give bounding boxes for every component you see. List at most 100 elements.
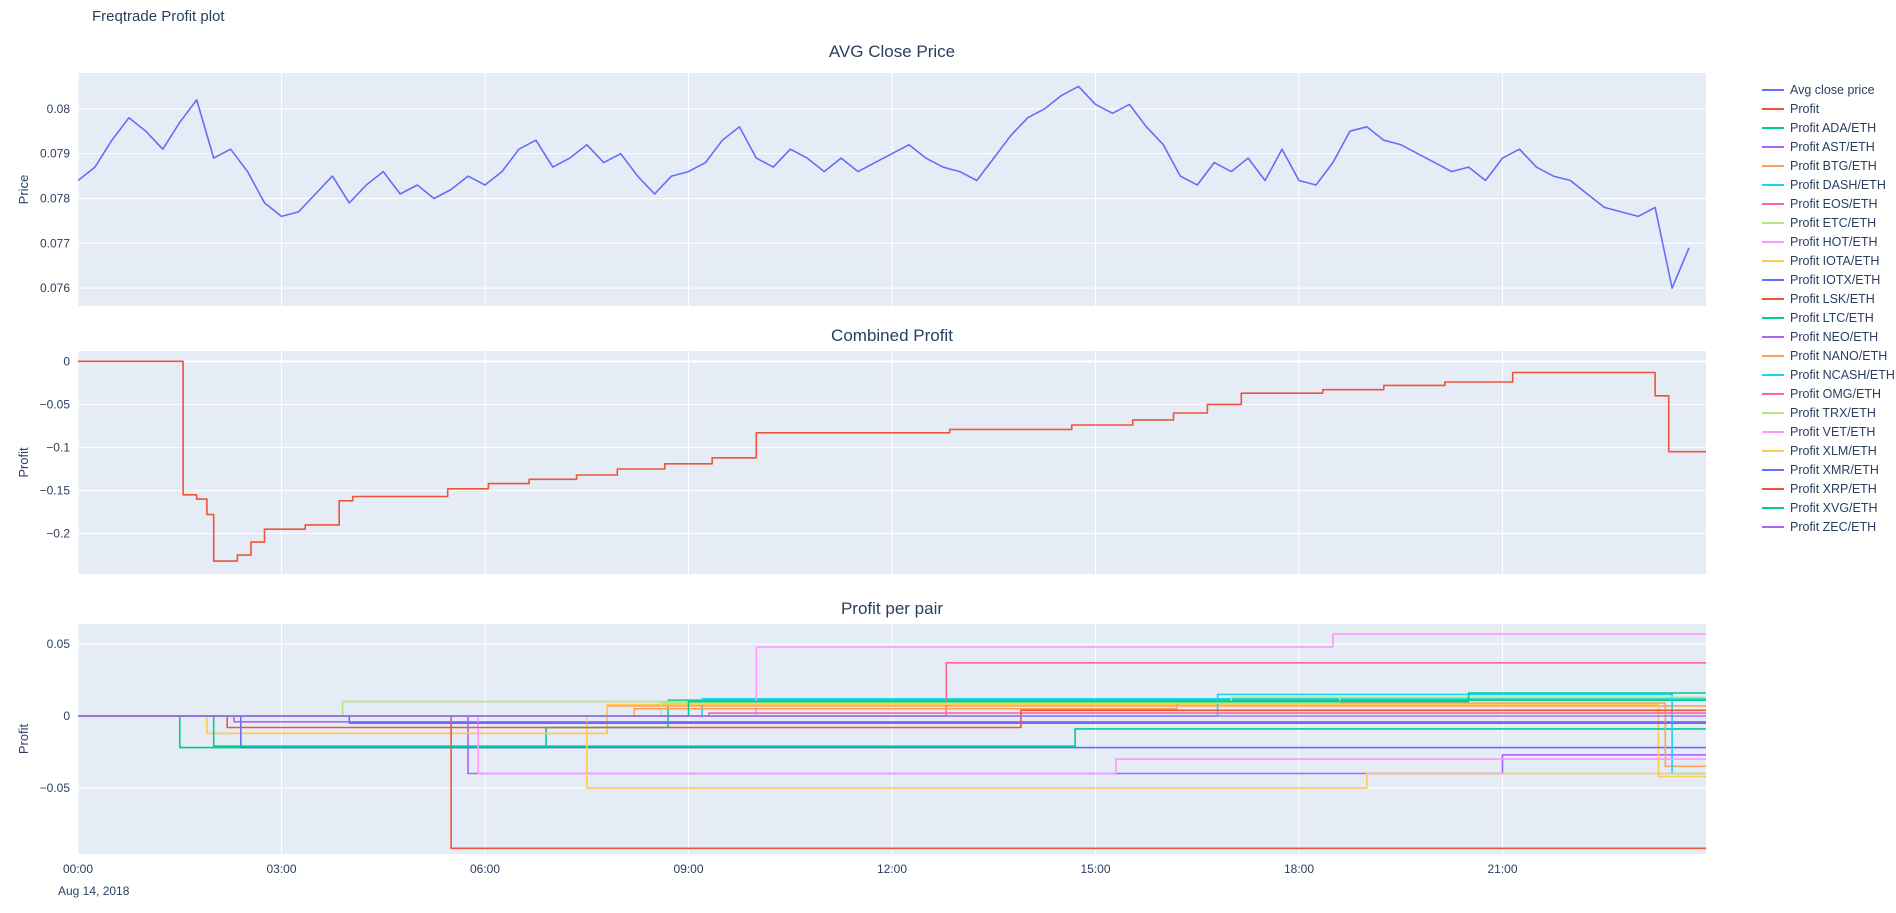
- legend-item-profit-trx-eth[interactable]: Profit TRX/ETH: [1762, 403, 1895, 422]
- legend-item-profit-ada-eth[interactable]: Profit ADA/ETH: [1762, 118, 1895, 137]
- legend-item-label: Profit LSK/ETH: [1790, 291, 1875, 306]
- legend-item-profit-eos-eth[interactable]: Profit EOS/ETH: [1762, 194, 1895, 213]
- legend-item-profit-nano-eth[interactable]: Profit NANO/ETH: [1762, 346, 1895, 365]
- avg-close-price-chart[interactable]: 0.076 0.077 0.078 0.079 0.08 Price: [0, 67, 1760, 313]
- y-axis-title: Profit: [16, 447, 31, 478]
- legend-line-swatch: [1762, 487, 1784, 490]
- legend-line-swatch: [1762, 373, 1784, 376]
- legend: Avg close price Profit Profit ADA/ETH Profi…: [1762, 80, 1895, 536]
- legend-line-swatch: [1762, 145, 1784, 148]
- x-tick-label: 21:00: [1487, 862, 1517, 876]
- y-tick-label: −0.1: [46, 440, 70, 454]
- legend-item-label: Profit IOTX/ETH: [1790, 272, 1881, 287]
- legend-item-label: Profit AST/ETH: [1790, 139, 1875, 154]
- legend-line-swatch: [1762, 506, 1784, 509]
- series-avg-close-price[interactable]: [78, 85, 1690, 289]
- y-axis-title: Price: [16, 175, 31, 205]
- legend-item-profit-xlm-eth[interactable]: Profit XLM/ETH: [1762, 441, 1895, 460]
- y-tick-label: −0.05: [40, 397, 71, 411]
- legend-item-label: Profit XVG/ETH: [1790, 500, 1878, 515]
- legend-item-profit-etc-eth[interactable]: Profit ETC/ETH: [1762, 213, 1895, 232]
- legend-item-profit-dash-eth[interactable]: Profit DASH/ETH: [1762, 175, 1895, 194]
- legend-line-swatch: [1762, 88, 1784, 91]
- legend-item-label: Profit ETC/ETH: [1790, 215, 1877, 230]
- chart-title-combined-profit: Combined Profit: [831, 326, 953, 345]
- legend-item-label: Profit: [1790, 101, 1820, 116]
- x-tick-label: 06:00: [470, 862, 500, 876]
- legend-line-swatch: [1762, 183, 1784, 186]
- y-tick-label: 0.05: [47, 637, 71, 651]
- legend-line-swatch: [1762, 240, 1784, 243]
- legend-item-profit-ncash-eth[interactable]: Profit NCASH/ETH: [1762, 365, 1895, 384]
- legend-line-swatch: [1762, 202, 1784, 205]
- legend-item-avg-close-price[interactable]: Avg close price: [1762, 80, 1895, 99]
- page-title: Freqtrade Profit plot: [92, 8, 225, 25]
- legend-item-label: Profit ZEC/ETH: [1790, 519, 1877, 534]
- legend-line-swatch: [1762, 164, 1784, 167]
- legend-item-profit-xvg-eth[interactable]: Profit XVG/ETH: [1762, 498, 1895, 517]
- legend-item-profit-xrp-eth[interactable]: Profit XRP/ETH: [1762, 479, 1895, 498]
- profit-per-pair-chart[interactable]: 0.05 0 −0.05 00:00 03:00 06:00 09:00 12:00 15:00…: [0, 618, 1760, 890]
- legend-line-swatch: [1762, 468, 1784, 471]
- legend-item-profit-xmr-eth[interactable]: Profit XMR/ETH: [1762, 460, 1895, 479]
- x-tick-label: 09:00: [673, 862, 703, 876]
- legend-item-profit-ast-eth[interactable]: Profit AST/ETH: [1762, 137, 1895, 156]
- legend-line-swatch: [1762, 221, 1784, 224]
- legend-item-label: Profit OMG/ETH: [1790, 386, 1881, 401]
- legend-item-label: Profit DASH/ETH: [1790, 177, 1886, 192]
- legend-item-profit-ltc-eth[interactable]: Profit LTC/ETH: [1762, 308, 1895, 327]
- y-tick-label: 0.079: [40, 147, 70, 161]
- legend-item-profit-zec-eth[interactable]: Profit ZEC/ETH: [1762, 517, 1895, 536]
- y-tick-label: 0.076: [40, 281, 70, 295]
- legend-item-profit-iotx-eth[interactable]: Profit IOTX/ETH: [1762, 270, 1895, 289]
- legend-item-label: Profit NEO/ETH: [1790, 329, 1879, 344]
- legend-item-label: Profit NANO/ETH: [1790, 348, 1888, 363]
- legend-item-label: Profit XRP/ETH: [1790, 481, 1877, 496]
- y-tick-label: 0: [63, 709, 70, 723]
- legend-item-label: Profit IOTA/ETH: [1790, 253, 1880, 268]
- legend-item-label: Profit XMR/ETH: [1790, 462, 1879, 477]
- legend-item-label: Profit ADA/ETH: [1790, 120, 1877, 135]
- legend-item-label: Profit LTC/ETH: [1790, 310, 1874, 325]
- combined-profit-chart[interactable]: 0 −0.05 −0.1 −0.15 −0.2 Profit: [0, 345, 1760, 581]
- x-tick-label: 12:00: [877, 862, 907, 876]
- y-tick-label: 0: [63, 354, 70, 368]
- x-tick-label: 18:00: [1284, 862, 1314, 876]
- legend-line-swatch: [1762, 107, 1784, 110]
- legend-item-profit-lsk-eth[interactable]: Profit LSK/ETH: [1762, 289, 1895, 308]
- legend-item-label: Avg close price: [1790, 82, 1875, 97]
- legend-line-swatch: [1762, 525, 1784, 528]
- legend-line-swatch: [1762, 278, 1784, 281]
- legend-item-label: Profit XLM/ETH: [1790, 443, 1877, 458]
- series-profit[interactable]: [78, 360, 1706, 562]
- y-axis-title: Profit: [16, 723, 31, 754]
- legend-item-label: Profit VET/ETH: [1790, 424, 1876, 439]
- chart-title-avg-close-price: AVG Close Price: [828, 42, 956, 61]
- legend-item-profit-omg-eth[interactable]: Profit OMG/ETH: [1762, 384, 1895, 403]
- legend-line-swatch: [1762, 316, 1784, 319]
- series-profit-iota-eth[interactable]: [78, 703, 1706, 778]
- legend-line-swatch: [1762, 259, 1784, 262]
- legend-item-profit[interactable]: Profit: [1762, 99, 1895, 118]
- legend-item-label: Profit EOS/ETH: [1790, 196, 1878, 211]
- legend-line-swatch: [1762, 126, 1784, 129]
- legend-item-label: Profit HOT/ETH: [1790, 234, 1878, 249]
- y-tick-label: −0.15: [40, 484, 71, 498]
- legend-line-swatch: [1762, 297, 1784, 300]
- legend-item-profit-hot-eth[interactable]: Profit HOT/ETH: [1762, 232, 1895, 251]
- y-tick-label: 0.078: [40, 192, 70, 206]
- x-tick-label: 03:00: [266, 862, 296, 876]
- series-profit-nano-eth[interactable]: [78, 702, 1706, 768]
- legend-line-swatch: [1762, 411, 1784, 414]
- legend-item-label: Profit TRX/ETH: [1790, 405, 1876, 420]
- y-tick-label: 0.077: [40, 236, 70, 250]
- x-tick-label: 00:00: [63, 862, 93, 876]
- legend-line-swatch: [1762, 335, 1784, 338]
- legend-line-swatch: [1762, 392, 1784, 395]
- y-tick-label: −0.2: [46, 527, 70, 541]
- legend-item-profit-btg-eth[interactable]: Profit BTG/ETH: [1762, 156, 1895, 175]
- legend-item-profit-iota-eth[interactable]: Profit IOTA/ETH: [1762, 251, 1895, 270]
- legend-item-profit-vet-eth[interactable]: Profit VET/ETH: [1762, 422, 1895, 441]
- legend-item-label: Profit BTG/ETH: [1790, 158, 1877, 173]
- legend-item-profit-neo-eth[interactable]: Profit NEO/ETH: [1762, 327, 1895, 346]
